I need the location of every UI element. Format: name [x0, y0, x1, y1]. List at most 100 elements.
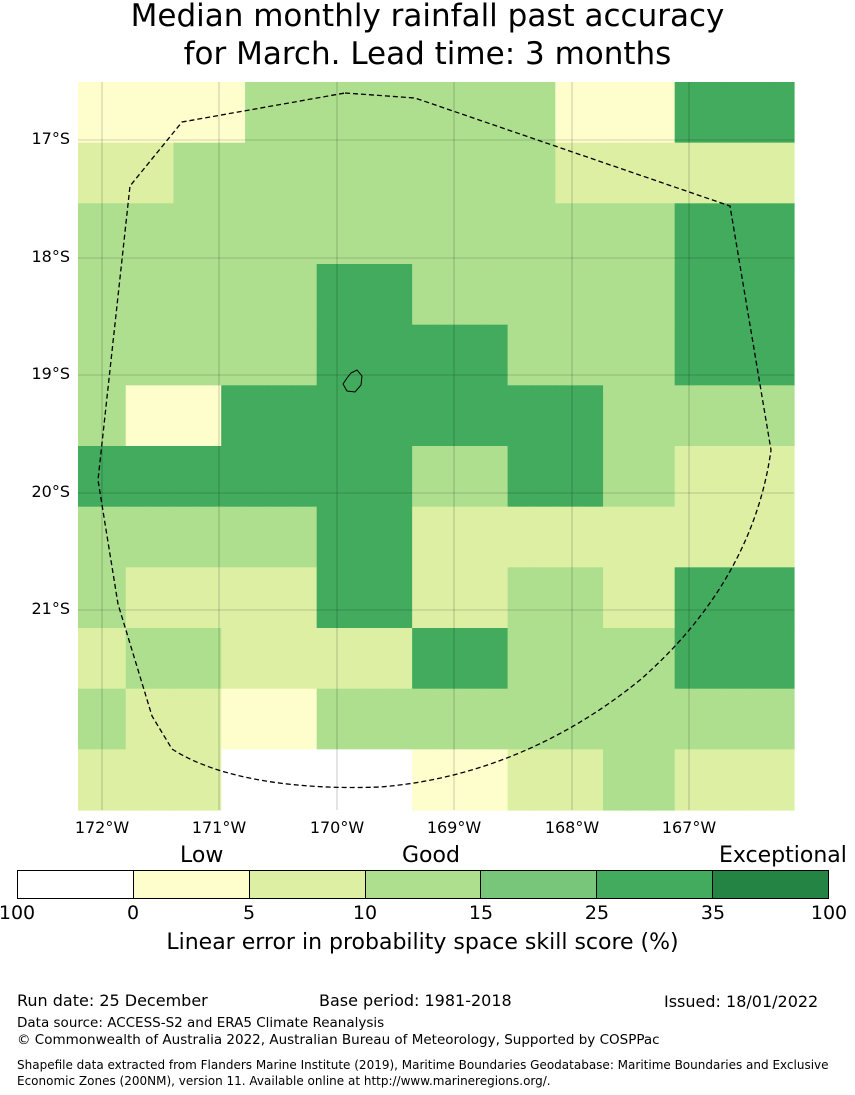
grid-cell [555, 264, 580, 326]
shapefile-credit-line1: Shapefile data extracted from Flanders M… [17, 1058, 829, 1072]
grid-cell [221, 203, 246, 265]
colorbar-segment [18, 871, 134, 898]
grid-cell [292, 446, 318, 508]
grid-cell [412, 628, 437, 690]
grid-cell [698, 264, 723, 326]
grid-cell [340, 82, 365, 144]
grid-cell [268, 567, 294, 629]
grid-cell [149, 567, 175, 629]
grid-cell [770, 324, 795, 386]
grid-cell [316, 628, 342, 690]
grid-cell [388, 203, 413, 265]
grid-cell [340, 628, 365, 690]
grid-cell [746, 203, 771, 265]
grid-cell [746, 142, 771, 204]
grid-cell [78, 749, 103, 811]
grid-cell [579, 142, 604, 204]
grid-cell [340, 142, 365, 204]
grid-cell [149, 446, 175, 508]
grid-cell [173, 567, 198, 629]
grid-cell [173, 324, 198, 386]
grid-cell [650, 385, 676, 447]
skill-score-map [78, 82, 795, 811]
grid-cell [412, 82, 437, 144]
colorbar-tick: 35 [700, 902, 726, 924]
grid-cell [292, 203, 318, 265]
grid-cell [221, 142, 246, 204]
grid-cell [292, 567, 318, 629]
grid-cell [650, 324, 676, 386]
grid-cell [316, 385, 342, 447]
grid-cell [78, 142, 103, 204]
colorbar-tick: 0 [126, 902, 140, 924]
grid-cell [149, 203, 175, 265]
grid-cell [436, 446, 461, 508]
grid-cell [316, 264, 342, 326]
grid-cell [555, 506, 580, 568]
grid-cell [340, 446, 365, 508]
grid-cell [340, 506, 365, 568]
grid-cell [603, 749, 628, 811]
grid-cell [221, 324, 246, 386]
grid-cell [173, 142, 198, 204]
grid-cell [603, 82, 628, 144]
grid-cell [746, 446, 771, 508]
legend-category-good: Good [402, 843, 460, 868]
grid-cell [531, 446, 556, 508]
grid-cell [268, 749, 294, 811]
grid-cell [579, 628, 604, 690]
grid-cell [698, 142, 723, 204]
grid-cell [364, 688, 389, 750]
grid-cell [603, 142, 628, 204]
grid-cell [722, 628, 747, 690]
grid-cell [316, 567, 342, 629]
grid-cell [507, 688, 533, 750]
grid-cell [626, 324, 652, 386]
grid-cell [722, 142, 747, 204]
grid-cell [316, 446, 342, 508]
grid-cell [436, 385, 461, 447]
grid-cell [197, 749, 222, 811]
grid-cell [531, 506, 556, 568]
grid-cell [746, 688, 771, 750]
grid-cell [388, 264, 413, 326]
grid-cell [483, 385, 509, 447]
grid-cell [579, 203, 604, 265]
grid-cell [292, 385, 318, 447]
grid-cell [101, 82, 127, 144]
grid-cell [770, 82, 795, 144]
grid-cell [722, 82, 747, 144]
grid-cell [125, 385, 151, 447]
grid-cell [245, 688, 270, 750]
grid-cell [603, 446, 628, 508]
grid-cells [78, 82, 795, 811]
grid-cell [770, 203, 795, 265]
grid-cell [388, 385, 413, 447]
grid-cell [268, 506, 294, 568]
grid-cell [722, 264, 747, 326]
grid-cell [197, 385, 222, 447]
grid-cell [221, 264, 246, 326]
colorbar-tick: 10 [352, 902, 378, 924]
issued-date: Issued: 18/01/2022 [664, 992, 819, 1011]
grid-cell [483, 324, 509, 386]
grid-cell [101, 446, 127, 508]
grid-cell [364, 324, 389, 386]
grid-cell [722, 506, 747, 568]
grid-cell [650, 749, 676, 811]
grid-cell [770, 567, 795, 629]
grid-cell [674, 142, 700, 204]
grid-cell [626, 749, 652, 811]
legend-category-low: Low [180, 843, 224, 868]
grid-cell [770, 628, 795, 690]
niue-island-outline [342, 369, 363, 393]
grid-cell [555, 203, 580, 265]
grid-cell [149, 749, 175, 811]
grid-cell [292, 264, 318, 326]
grid-cell [101, 628, 127, 690]
grid-cell [125, 506, 151, 568]
grid-cell [197, 82, 222, 144]
grid-cell [770, 385, 795, 447]
grid-cell [770, 264, 795, 326]
grid-cell [603, 203, 628, 265]
